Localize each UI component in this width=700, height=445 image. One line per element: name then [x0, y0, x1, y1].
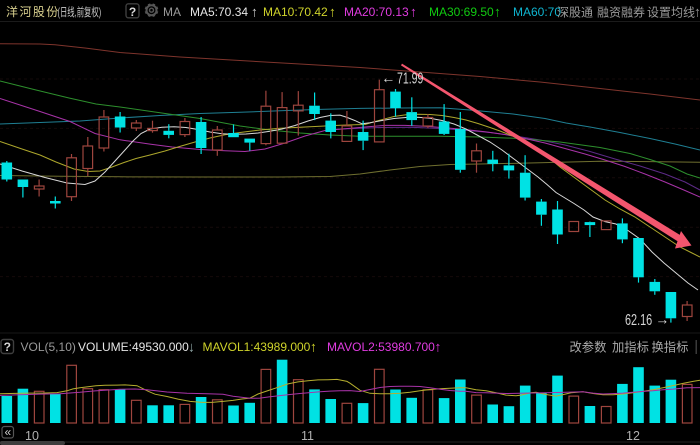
svg-text:?: ? — [129, 5, 136, 19]
svg-text:↑: ↑ — [435, 339, 442, 355]
svg-text:融资融券: 融资融券 — [597, 5, 645, 20]
svg-text:11: 11 — [301, 429, 314, 443]
svg-text:MA30:69.50: MA30:69.50 — [429, 5, 494, 19]
svg-text:↑: ↑ — [310, 339, 317, 355]
svg-text:12: 12 — [626, 429, 640, 443]
svg-text:换指标: 换指标 — [652, 340, 689, 355]
svg-text:62.16: 62.16 — [625, 311, 652, 329]
svg-text:↑: ↑ — [494, 4, 501, 20]
svg-text:改参数: 改参数 — [570, 340, 607, 355]
svg-text:71.99: 71.99 — [397, 69, 423, 87]
svg-text:MA5:70.34: MA5:70.34 — [190, 5, 248, 19]
svg-text:MA60:70: MA60:70 — [513, 5, 561, 19]
svg-text:↓: ↓ — [188, 339, 195, 355]
svg-text:↑: ↑ — [329, 4, 336, 20]
svg-text:MAVOL2:53980.700: MAVOL2:53980.700 — [327, 340, 435, 354]
svg-text:?: ? — [4, 340, 11, 354]
svg-text:(日线,前复权): (日线,前复权) — [58, 5, 102, 19]
svg-text:洋河股份: 洋河股份 — [6, 4, 60, 19]
svg-text:MA20:70.13: MA20:70.13 — [344, 5, 409, 19]
svg-text:深股通: 深股通 — [557, 6, 593, 20]
svg-text:VOL(5,10): VOL(5,10) — [21, 340, 76, 354]
svg-text:«: « — [4, 425, 11, 439]
svg-text:MAVOL1:43989.000: MAVOL1:43989.000 — [203, 340, 311, 354]
svg-text:加指标: 加指标 — [612, 340, 649, 355]
svg-text:MA: MA — [163, 5, 181, 19]
svg-text:↑: ↑ — [694, 4, 700, 20]
svg-text:←: ← — [382, 71, 396, 88]
svg-text:MA10:70.42: MA10:70.42 — [263, 5, 328, 19]
svg-text:→: → — [656, 312, 670, 329]
svg-text:↑: ↑ — [410, 4, 417, 20]
svg-text:10: 10 — [25, 429, 39, 443]
svg-text:↑: ↑ — [251, 4, 258, 20]
svg-text:设置均线: 设置均线 — [647, 6, 695, 20]
svg-text:VOLUME:49530.000: VOLUME:49530.000 — [78, 340, 189, 354]
